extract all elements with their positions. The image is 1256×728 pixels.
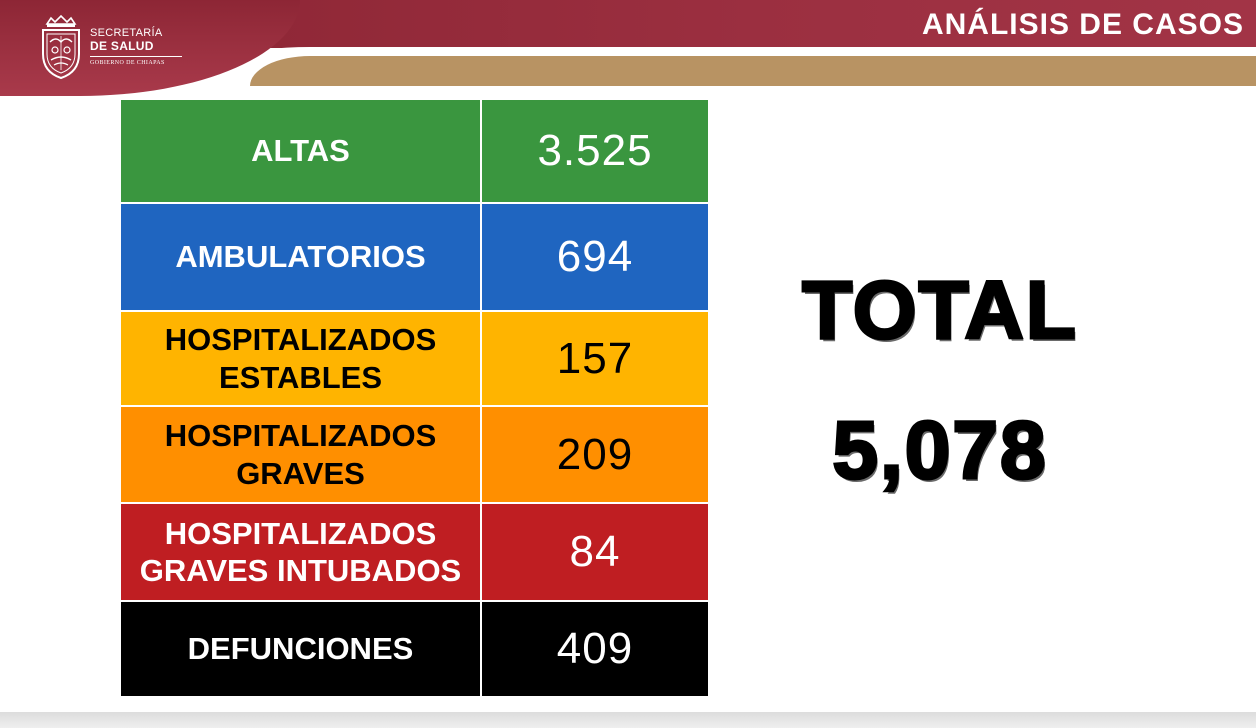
row-label: HOSPITALIZADOS ESTABLES bbox=[164, 322, 437, 395]
footer-strip bbox=[0, 712, 1256, 728]
logo-line-de-salud: DE SALUD bbox=[90, 39, 154, 53]
row-value: 694 bbox=[556, 232, 634, 281]
total-label: TOTAL bbox=[801, 265, 1078, 356]
row-value: 3.525 bbox=[537, 126, 653, 175]
table-row: HOSPITALIZADOS ESTABLES 157 bbox=[121, 310, 708, 405]
logo-line-secretaria: SECRETARÍA bbox=[90, 27, 163, 39]
table-row: ALTAS 3.525 bbox=[121, 100, 708, 202]
row-value: 157 bbox=[556, 333, 634, 383]
cases-table: ALTAS 3.525 AMBULATORIOS 694 HOSPITALIZADOS … bbox=[121, 100, 708, 696]
column-divider bbox=[480, 407, 482, 502]
header-gold-band bbox=[250, 56, 1256, 86]
row-label: AMBULATORIOS bbox=[175, 239, 426, 275]
row-label: DEFUNCIONES bbox=[187, 631, 414, 667]
row-label: HOSPITALIZADOS GRAVES bbox=[164, 418, 437, 491]
logo-divider bbox=[90, 56, 182, 57]
header: SECRETARÍA DE SALUD GOBIERNO DE CHIAPAS … bbox=[0, 0, 1256, 100]
logo-line-gobierno: GOBIERNO DE CHIAPAS bbox=[90, 60, 165, 66]
column-divider bbox=[480, 100, 482, 202]
column-divider bbox=[480, 204, 482, 310]
column-divider bbox=[480, 312, 482, 405]
total-value: 5,078 bbox=[831, 405, 1048, 496]
column-divider bbox=[480, 504, 482, 600]
row-value: 409 bbox=[556, 624, 634, 673]
column-divider bbox=[480, 602, 482, 696]
row-label: HOSPITALIZADOS GRAVES INTUBADOS bbox=[139, 515, 462, 588]
row-value: 209 bbox=[556, 429, 634, 479]
secretaria-de-salud-logo: SECRETARÍA DE SALUD GOBIERNO DE CHIAPAS bbox=[38, 14, 188, 82]
total-block: TOTAL 5,078 bbox=[760, 265, 1120, 496]
table-row: AMBULATORIOS 694 bbox=[121, 202, 708, 310]
row-value: 84 bbox=[569, 527, 621, 576]
chiapas-coat-of-arms-icon bbox=[42, 14, 80, 80]
page-title: ANÁLISIS DE CASOS bbox=[921, 8, 1244, 41]
row-label: ALTAS bbox=[251, 133, 350, 169]
table-row: HOSPITALIZADOS GRAVES INTUBADOS 84 bbox=[121, 502, 708, 600]
header-white-divider bbox=[250, 47, 1256, 56]
table-row: HOSPITALIZADOS GRAVES 209 bbox=[121, 405, 708, 502]
table-row: DEFUNCIONES 409 bbox=[121, 600, 708, 696]
logo-text: SECRETARÍA DE SALUD GOBIERNO DE CHIAPAS bbox=[90, 28, 182, 66]
